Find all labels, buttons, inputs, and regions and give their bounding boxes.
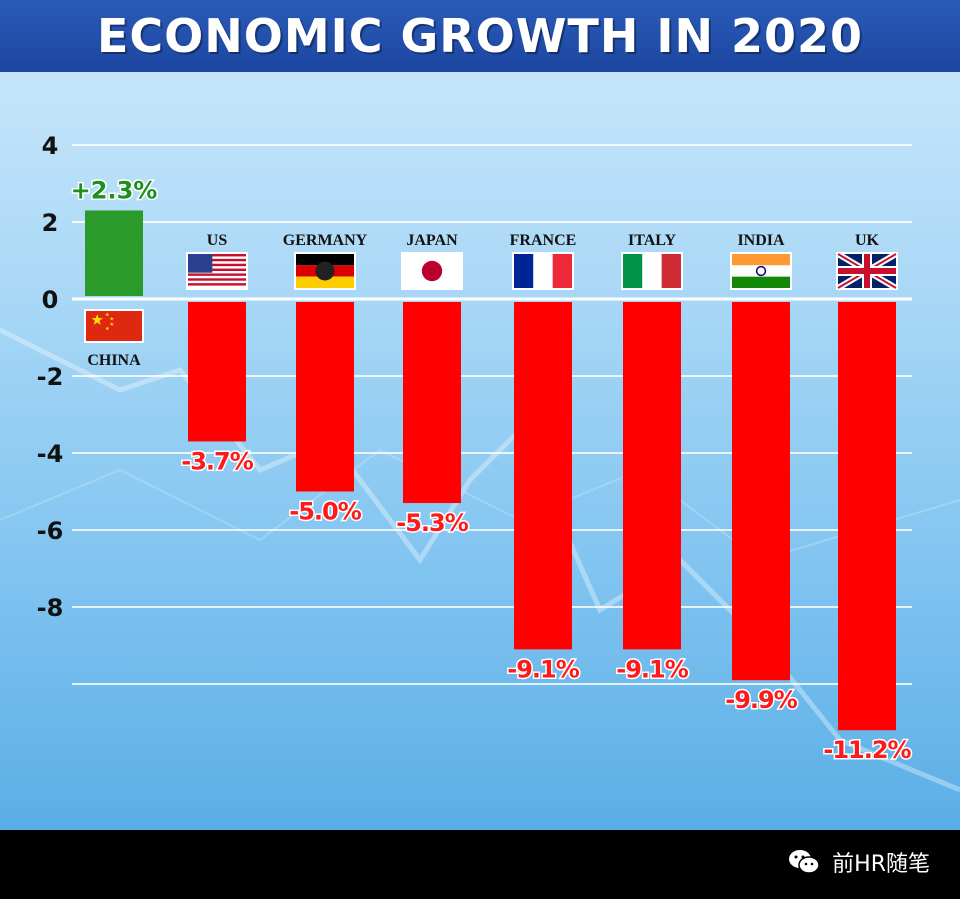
china-flag-icon [84, 309, 144, 343]
footer: 前HR随笔 [0, 830, 960, 899]
uk-flag-icon [836, 251, 898, 291]
bar-france [514, 302, 572, 650]
value-label: -9.1% [507, 655, 579, 683]
y-tick-label: 2 [42, 209, 59, 237]
bar-germany [296, 302, 354, 492]
watermark-text: 前HR随笔 [832, 852, 930, 877]
value-label: +2.3% [71, 176, 158, 204]
bar-india [732, 302, 790, 681]
us-flag-icon [186, 252, 248, 290]
background-decoration [0, 327, 960, 793]
category-label: INDIA [737, 232, 785, 249]
title-bar: ECONOMIC GROWTH IN 2020 [0, 0, 960, 72]
category-label: UK [855, 232, 880, 249]
bar-uk [838, 302, 896, 731]
category-label: ITALY [628, 232, 676, 249]
category-label: FRANCE [510, 232, 577, 249]
y-tick-label: 4 [42, 132, 59, 160]
y-tick-label: -6 [37, 517, 64, 545]
y-tick-label: -8 [37, 594, 64, 622]
chart-area: 4 2 0 -2 -4 -6 -8 CHINA +2.3% US -3.7% GERMANY -5.0… [0, 0, 960, 830]
value-label: -11.2% [823, 736, 911, 764]
category-label: GERMANY [283, 232, 368, 249]
value-label: -9.9% [725, 686, 797, 714]
germany-flag-icon [294, 252, 356, 290]
bar-china [85, 210, 143, 296]
value-label: -3.7% [181, 447, 253, 475]
category-label: JAPAN [406, 232, 458, 249]
y-tick-label: 0 [42, 286, 59, 314]
bar-italy [623, 302, 681, 650]
category-label: US [207, 232, 228, 249]
france-flag-icon [512, 252, 574, 290]
japan-flag-icon [401, 252, 463, 290]
bar-chart: 4 2 0 -2 -4 -6 -8 CHINA +2.3% US -3.7% GERMANY -5.0… [0, 132, 960, 793]
category-label: CHINA [87, 352, 141, 369]
wechat-icon [789, 850, 820, 874]
bar-japan [403, 302, 461, 504]
india-flag-icon [730, 252, 792, 290]
italy-flag-icon [621, 252, 683, 290]
value-label: -9.1% [616, 655, 688, 683]
value-label: -5.3% [396, 509, 468, 537]
value-label: -5.0% [289, 498, 361, 526]
bar-us [188, 302, 246, 442]
y-tick-label: -2 [37, 363, 64, 391]
y-tick-label: -4 [37, 440, 64, 468]
watermark: 前HR随笔 [786, 844, 930, 880]
chart-title: ECONOMIC GROWTH IN 2020 [96, 9, 864, 63]
